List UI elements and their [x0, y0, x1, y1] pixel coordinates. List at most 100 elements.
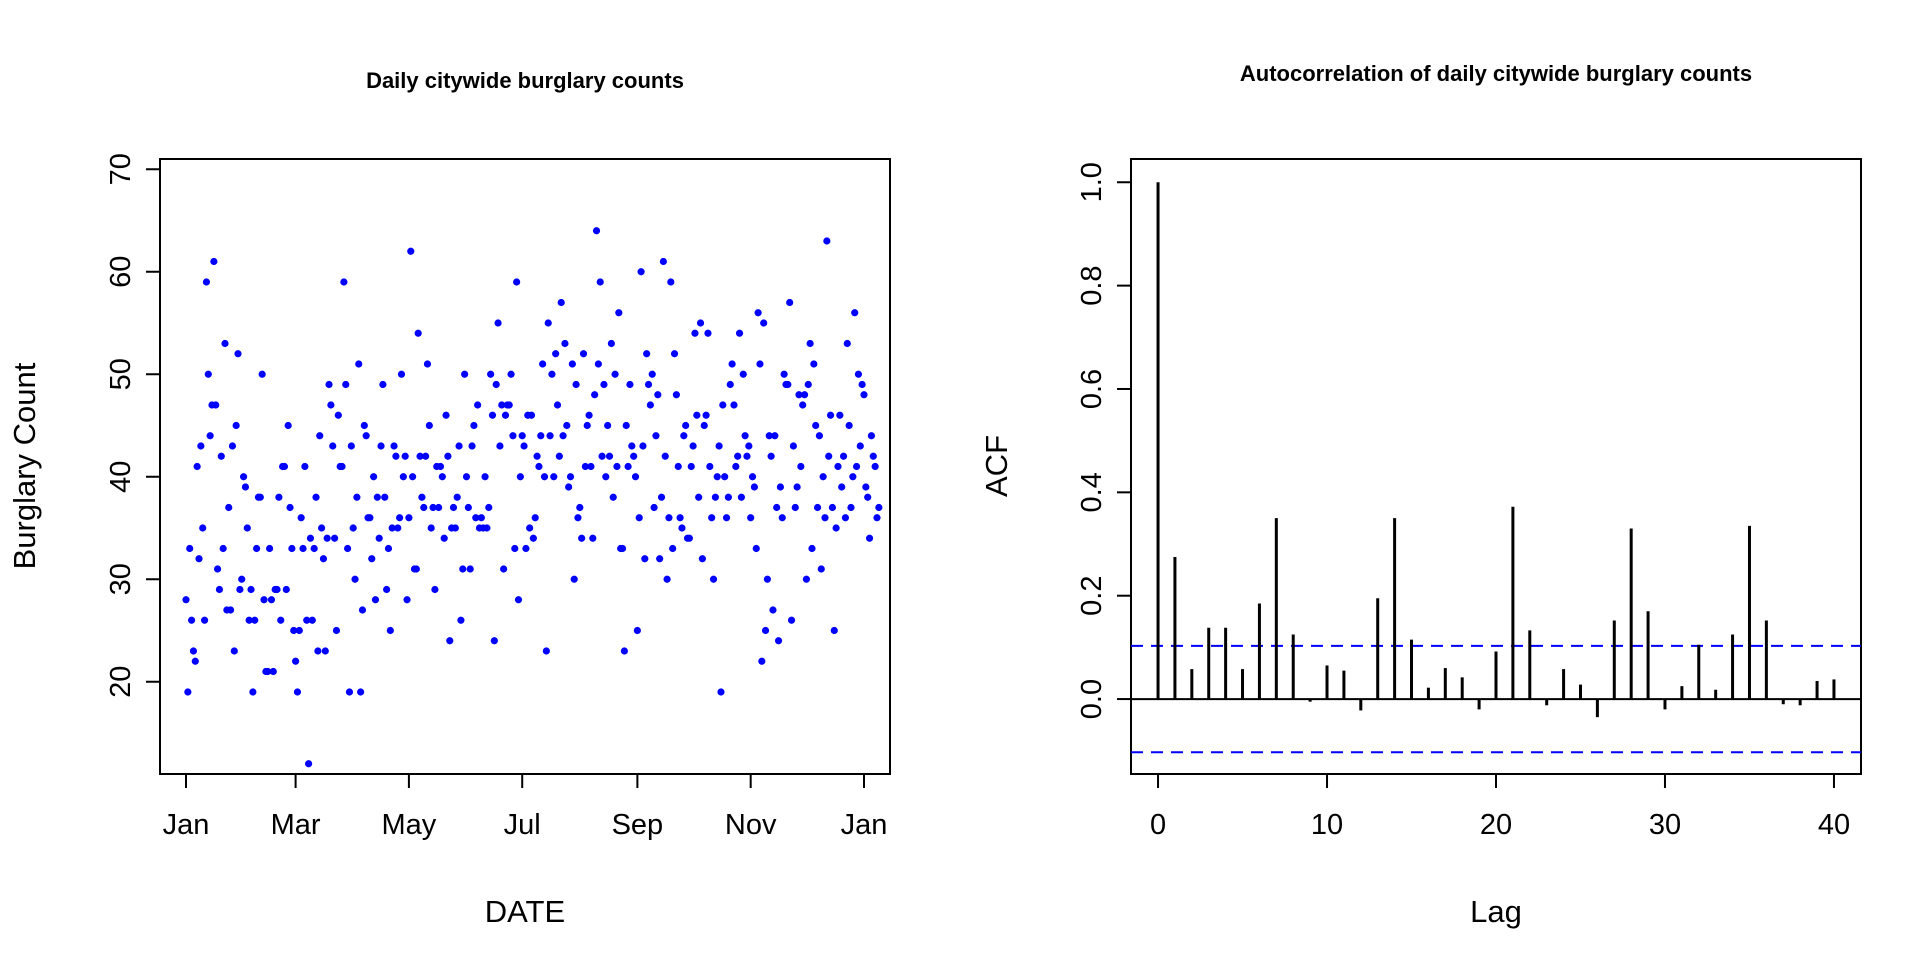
scatter-point [709, 575, 718, 583]
scatter-point [451, 524, 459, 532]
scatter-point [808, 544, 816, 553]
acf-bars [1131, 182, 1861, 754]
scatter-point [669, 544, 677, 553]
scatter-point [737, 493, 745, 501]
scatter-point [230, 647, 238, 655]
scatter-point [472, 514, 480, 522]
scatter-point [648, 370, 656, 378]
scatter-point [719, 401, 727, 409]
scatter-point [366, 514, 374, 522]
scatter-point [672, 391, 680, 399]
acf-y-tick-label: 1.0 [1076, 162, 1108, 202]
scatter-point [399, 473, 407, 481]
scatter-point [507, 370, 515, 378]
scatter-point [864, 493, 872, 501]
scatter-point [453, 493, 461, 501]
scatter-point [826, 411, 835, 419]
scatter-point [212, 401, 220, 409]
scatter-point [373, 493, 381, 501]
acf-y-tick-label: 0.4 [1076, 472, 1108, 512]
scatter-point [555, 452, 563, 460]
scatter-point [329, 442, 337, 450]
scatter-point [470, 421, 478, 430]
scatter-point [461, 370, 469, 378]
scatter-point [403, 596, 411, 604]
scatter-point [423, 360, 432, 368]
scatter-point [682, 421, 690, 430]
scatter-point [605, 452, 614, 460]
scatter-point [875, 503, 883, 512]
scatter-point [353, 493, 361, 501]
scatter-point [717, 688, 725, 696]
scatter-point [806, 339, 814, 348]
scatter-point [379, 380, 387, 389]
scatter-points [182, 227, 883, 768]
scatter-point [568, 360, 576, 368]
scatter-y-tick-label: 40 [105, 461, 137, 493]
scatter-y-tick-label: 30 [105, 563, 137, 595]
scatter-point [743, 452, 751, 460]
scatter-point [663, 575, 671, 583]
scatter-point [236, 585, 244, 594]
scatter-point [327, 401, 335, 409]
scatter-point [520, 442, 528, 450]
scatter-point [314, 647, 322, 655]
scatter-point [446, 637, 454, 645]
scatter-point [310, 544, 318, 553]
scatter-point [765, 432, 773, 440]
scatter-point [182, 596, 190, 604]
scatter-point [492, 380, 500, 389]
scatter-point [741, 432, 749, 440]
scatter-point [518, 432, 526, 440]
scatter-point [204, 370, 212, 378]
scatter-point [217, 452, 225, 460]
scatter-point [191, 657, 199, 665]
scatter-point [449, 503, 458, 512]
scatter-point [821, 514, 829, 522]
scatter-y-tick-label: 50 [105, 358, 137, 390]
scatter-point [780, 370, 788, 378]
scatter-y-tick-label: 70 [105, 153, 137, 185]
scatter-point [219, 544, 227, 553]
scatter-point [464, 503, 472, 512]
scatter-point [306, 534, 315, 542]
scatter-point [832, 524, 840, 532]
scatter-point [225, 503, 233, 512]
scatter-point [264, 667, 272, 676]
scatter-point [481, 473, 489, 481]
scatter-point [386, 626, 394, 635]
scatter-point [722, 514, 731, 522]
scatter-point [498, 401, 506, 409]
scatter-point [436, 462, 445, 471]
scatter-point [680, 432, 688, 440]
scatter-point [349, 524, 357, 532]
scatter-point [187, 616, 196, 624]
scatter-point [676, 514, 684, 522]
scatter-point [388, 524, 396, 532]
scatter-point [468, 442, 476, 450]
scatter-point [646, 401, 654, 409]
scatter-point [739, 370, 747, 378]
scatter-point [657, 493, 666, 501]
scatter-point [422, 452, 430, 460]
scatter-point [381, 493, 389, 501]
scatter-point [514, 596, 523, 604]
scatter-point [539, 360, 547, 368]
scatter-point [429, 503, 437, 512]
scatter-point [516, 473, 524, 481]
scatter-point [732, 462, 740, 471]
scatter-point [368, 555, 376, 563]
scatter-point [206, 432, 214, 440]
scatter-point [704, 329, 712, 337]
scatter-point [836, 411, 844, 419]
scatter-point [412, 565, 420, 573]
scatter-x-tick-label: Jan [163, 809, 210, 841]
scatter-point [226, 606, 235, 614]
scatter-point [275, 493, 283, 501]
scatter-point [362, 432, 370, 440]
scatter-point [761, 626, 770, 635]
scatter-point [462, 473, 471, 481]
scatter-point [535, 462, 543, 471]
scatter-point [277, 616, 285, 624]
scatter-point [789, 442, 798, 450]
